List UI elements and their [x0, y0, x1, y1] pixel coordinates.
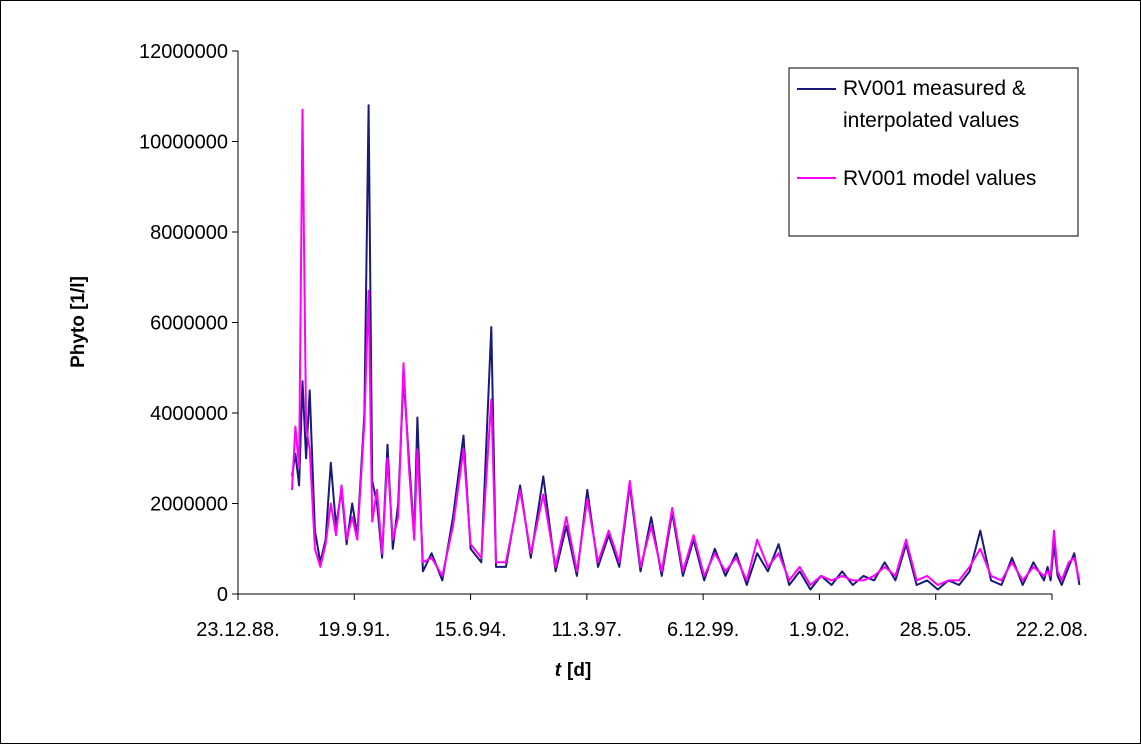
x-tick-label: 22.2.08. — [1016, 619, 1088, 641]
y-tick-label: 6000000 — [150, 313, 228, 335]
x-tick-label: 11.3.97. — [551, 619, 622, 641]
x-tick-label: 28.5.05. — [900, 619, 972, 641]
series-model-line — [291, 108, 1081, 586]
legend-box — [788, 67, 1079, 237]
x-axis-unit: [d] — [567, 660, 591, 681]
y-tick-label: 12000000 — [139, 41, 228, 63]
series-layer — [291, 104, 1081, 591]
y-tick-label: 0 — [217, 584, 228, 606]
y-tick-label: 8000000 — [150, 222, 228, 244]
legend-label-measured: RV001 measured & interpolated values — [843, 77, 1026, 132]
x-tick-label: 15.6.94. — [434, 619, 506, 641]
x-tick-label: 1.9.02. — [789, 619, 850, 641]
y-tick-label: 2000000 — [150, 494, 228, 516]
legend-label-model: RV001 model values — [843, 167, 1036, 190]
y-axis-title: Phyto [1/l] — [68, 276, 89, 368]
x-axis-title: t [d] — [555, 660, 592, 681]
x-tick-label: 23.12.88. — [196, 619, 279, 641]
x-axis-symbol: t — [555, 660, 562, 681]
y-tick-label: 4000000 — [150, 403, 228, 425]
y-tick-label: 10000000 — [139, 132, 228, 154]
ticks-layer: 0 2000000 4000000 6000000 8000000 10000000 120… — [139, 41, 1088, 641]
legend: RV001 measured & interpolated values RV00… — [788, 67, 1079, 237]
x-tick-label: 19.9.91. — [318, 619, 390, 641]
x-tick-label: 6.12.99. — [667, 619, 739, 641]
